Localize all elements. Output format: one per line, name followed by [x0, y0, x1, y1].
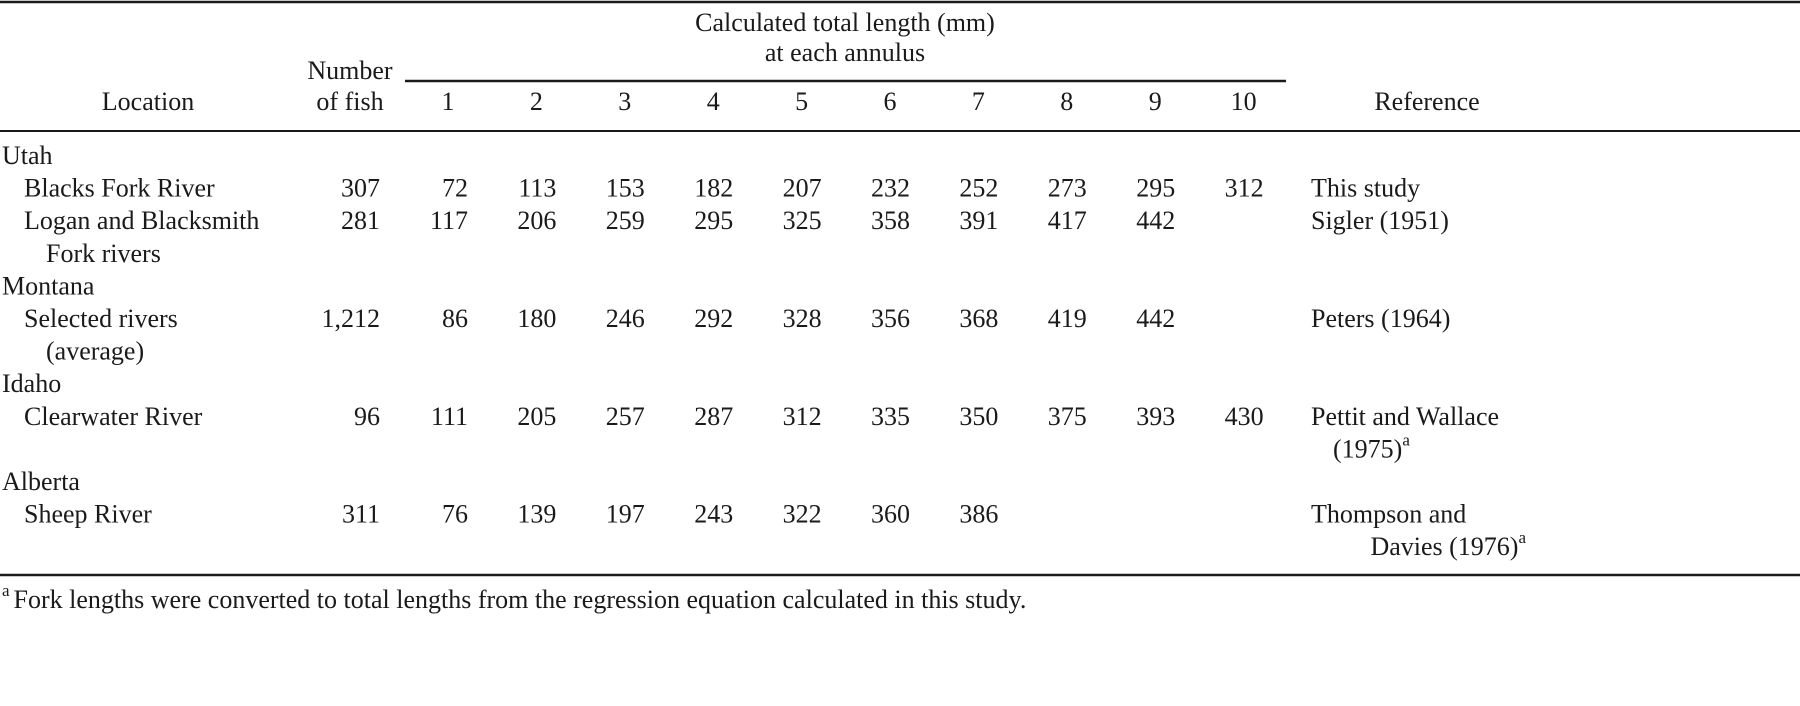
length: 375 [1048, 402, 1087, 431]
length: 287 [694, 402, 733, 431]
header-annulus: 9 [1149, 87, 1162, 116]
length: 430 [1225, 402, 1264, 431]
length: 86 [442, 304, 468, 333]
location: Fork rivers [46, 239, 161, 268]
footnote-marker: a [1402, 431, 1410, 450]
number-of-fish: 96 [354, 402, 380, 431]
length: 180 [517, 304, 556, 333]
location: Blacks Fork River [24, 174, 215, 203]
header-fish: of fish [316, 87, 383, 116]
header-annulus: 4 [707, 87, 720, 116]
length: 139 [517, 500, 556, 529]
length: 72 [442, 174, 468, 203]
length: 246 [606, 304, 645, 333]
location: Clearwater River [24, 402, 203, 431]
header-annulus: 8 [1060, 87, 1073, 116]
length: 312 [783, 402, 822, 431]
length: 206 [517, 206, 556, 235]
number-of-fish: 1,212 [322, 304, 381, 333]
reference-text: (1975) [1333, 434, 1402, 463]
reference-text: Pettit and Wallace [1311, 402, 1499, 431]
reference-text: Sigler (1951) [1311, 206, 1449, 235]
length: 252 [959, 174, 998, 203]
number-of-fish: 311 [342, 500, 380, 529]
length: 257 [606, 402, 645, 431]
header-annulus: 5 [795, 87, 808, 116]
length: 417 [1048, 206, 1087, 235]
length: 393 [1136, 402, 1175, 431]
header-fish: Number [307, 56, 393, 85]
reference: (1975)a [1333, 431, 1410, 464]
number-of-fish: 281 [341, 206, 380, 235]
length: 207 [783, 174, 822, 203]
footnote-text: Fork lengths were converted to total len… [14, 585, 1027, 614]
header-annulus: 1 [442, 87, 455, 116]
length: 243 [694, 500, 733, 529]
length: 368 [959, 304, 998, 333]
header-annulus: 7 [972, 87, 985, 116]
length: 350 [959, 402, 998, 431]
length: 325 [783, 206, 822, 235]
length: 442 [1136, 206, 1175, 235]
length: 386 [959, 500, 998, 529]
region: Alberta [2, 467, 80, 496]
reference: Pettit and Wallace [1311, 402, 1499, 431]
length: 205 [517, 402, 556, 431]
location: Logan and Blacksmith [24, 206, 259, 235]
length: 312 [1225, 174, 1264, 203]
length: 292 [694, 304, 733, 333]
reference-text: This study [1311, 174, 1420, 203]
length: 76 [442, 500, 468, 529]
length: 182 [694, 174, 733, 203]
reference-text: Davies (1976) [1370, 532, 1518, 561]
reference: Thompson and [1311, 500, 1466, 529]
location: Sheep River [24, 500, 152, 529]
length: 356 [871, 304, 910, 333]
length: 419 [1048, 304, 1087, 333]
length: 360 [871, 500, 910, 529]
reference-text: Peters (1964) [1311, 304, 1450, 333]
length: 259 [606, 206, 645, 235]
reference: This study [1311, 174, 1420, 203]
region: Montana [2, 271, 95, 300]
length: 442 [1136, 304, 1175, 333]
reference: Sigler (1951) [1311, 206, 1449, 235]
length: 113 [518, 174, 556, 203]
region: Idaho [2, 369, 61, 398]
header-reference: Reference [1374, 87, 1479, 116]
header-location: Location [102, 87, 194, 116]
length: 328 [783, 304, 822, 333]
reference: Davies (1976)a [1370, 529, 1526, 562]
length: 273 [1048, 174, 1087, 203]
location: (average) [46, 337, 144, 366]
header-lengths: Calculated total length (mm) [695, 8, 995, 37]
reference-text: Thompson and [1311, 500, 1466, 529]
length: 295 [694, 206, 733, 235]
length: 322 [783, 500, 822, 529]
length: 111 [431, 402, 468, 431]
location: Selected rivers [24, 304, 178, 333]
header-annulus: 10 [1231, 87, 1257, 116]
length: 197 [606, 500, 645, 529]
length: 232 [871, 174, 910, 203]
header-annulus: 6 [884, 87, 897, 116]
footnote-marker: a [2, 581, 10, 600]
length: 391 [959, 206, 998, 235]
length: 295 [1136, 174, 1175, 203]
header-annulus: 3 [618, 87, 631, 116]
length: 117 [430, 206, 468, 235]
footnote-marker: a [1518, 529, 1526, 548]
region: Utah [2, 141, 53, 170]
length: 335 [871, 402, 910, 431]
length: 358 [871, 206, 910, 235]
header-annulus: 2 [530, 87, 543, 116]
number-of-fish: 307 [341, 174, 380, 203]
reference: Peters (1964) [1311, 304, 1450, 333]
footnote: a Fork lengths were converted to total le… [2, 581, 1026, 614]
header-lengths: at each annulus [765, 38, 925, 67]
length: 153 [606, 174, 645, 203]
